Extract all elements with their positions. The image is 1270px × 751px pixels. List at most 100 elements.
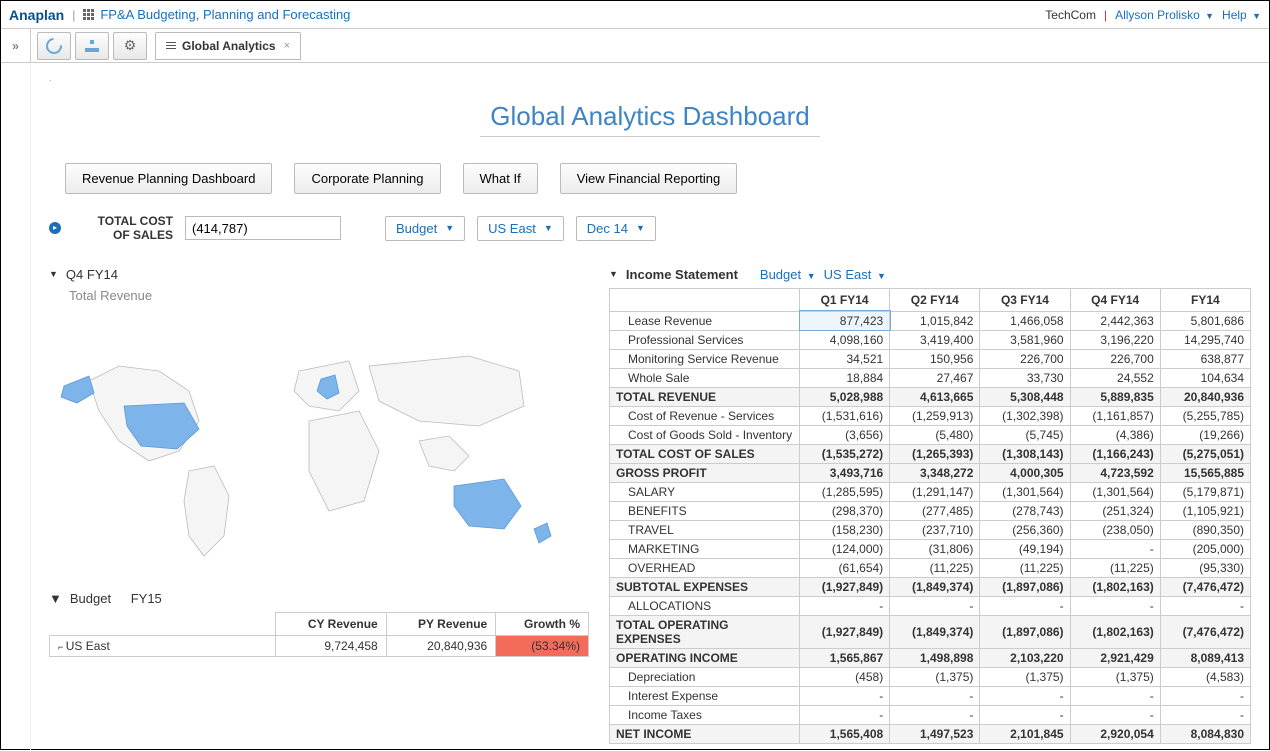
- world-map[interactable]: [49, 311, 589, 571]
- is-cell[interactable]: (158,230): [800, 520, 890, 539]
- is-cell[interactable]: (1,291,147): [890, 482, 980, 501]
- is-cell[interactable]: 2,103,220: [980, 648, 1070, 667]
- is-cell[interactable]: (1,927,849): [800, 615, 890, 648]
- is-cell[interactable]: 15,565,885: [1160, 463, 1250, 482]
- is-cell[interactable]: (7,476,472): [1160, 615, 1250, 648]
- is-cell[interactable]: (11,225): [1070, 558, 1160, 577]
- nav-what-if[interactable]: What If: [463, 163, 538, 194]
- is-cell[interactable]: (1,308,143): [980, 444, 1070, 463]
- is-cell[interactable]: (1,302,398): [980, 406, 1070, 425]
- is-cell[interactable]: 2,442,363: [1070, 311, 1160, 330]
- is-cell[interactable]: (95,330): [1160, 558, 1250, 577]
- is-cell[interactable]: (1,259,913): [890, 406, 980, 425]
- is-cell[interactable]: 2,921,429: [1070, 648, 1160, 667]
- is-row[interactable]: Depreciation(458)(1,375)(1,375)(1,375)(4…: [610, 667, 1251, 686]
- is-cell[interactable]: 638,877: [1160, 349, 1250, 368]
- is-cell[interactable]: 4,613,665: [890, 387, 980, 406]
- is-cell[interactable]: (11,225): [980, 558, 1070, 577]
- is-cell[interactable]: 226,700: [1070, 349, 1160, 368]
- is-cell[interactable]: 34,521: [800, 349, 890, 368]
- is-cell[interactable]: (7,476,472): [1160, 577, 1250, 596]
- is-row[interactable]: OPERATING INCOME1,565,8671,498,8982,103,…: [610, 648, 1251, 667]
- module-title[interactable]: FP&A Budgeting, Planning and Forecasting: [100, 7, 350, 22]
- is-dropdown-scenario[interactable]: Budget ▼: [760, 267, 816, 282]
- is-cell[interactable]: (1,802,163): [1070, 615, 1160, 648]
- is-cell[interactable]: (277,485): [890, 501, 980, 520]
- collapse-icon[interactable]: ▼: [49, 269, 58, 279]
- is-cell[interactable]: -: [1160, 596, 1250, 615]
- metric-value-input[interactable]: [185, 216, 341, 240]
- is-row[interactable]: SUBTOTAL EXPENSES(1,927,849)(1,849,374)(…: [610, 577, 1251, 596]
- is-cell[interactable]: (1,375): [1070, 667, 1160, 686]
- is-cell[interactable]: (1,166,243): [1070, 444, 1160, 463]
- is-cell[interactable]: 150,956: [890, 349, 980, 368]
- is-cell[interactable]: (19,266): [1160, 425, 1250, 444]
- is-cell[interactable]: (1,849,374): [890, 615, 980, 648]
- is-row[interactable]: TOTAL COST OF SALES(1,535,272)(1,265,393…: [610, 444, 1251, 463]
- refresh-button[interactable]: [37, 32, 71, 60]
- is-cell[interactable]: 3,419,400: [890, 330, 980, 349]
- is-cell[interactable]: -: [1160, 705, 1250, 724]
- is-cell[interactable]: 3,581,960: [980, 330, 1070, 349]
- is-row[interactable]: TOTAL REVENUE5,028,9884,613,6655,308,448…: [610, 387, 1251, 406]
- is-cell[interactable]: -: [1070, 539, 1160, 558]
- is-row[interactable]: NET INCOME1,565,4081,497,5232,101,8452,9…: [610, 724, 1251, 743]
- is-cell[interactable]: 20,840,936: [1160, 387, 1250, 406]
- is-cell[interactable]: 5,308,448: [980, 387, 1070, 406]
- is-cell[interactable]: (61,654): [800, 558, 890, 577]
- is-row[interactable]: Professional Services4,098,1603,419,4003…: [610, 330, 1251, 349]
- is-cell[interactable]: (237,710): [890, 520, 980, 539]
- is-cell[interactable]: 5,028,988: [800, 387, 890, 406]
- is-row[interactable]: Monitoring Service Revenue34,521150,9562…: [610, 349, 1251, 368]
- is-cell[interactable]: (49,194): [980, 539, 1070, 558]
- is-cell[interactable]: -: [1070, 705, 1160, 724]
- is-cell[interactable]: (458): [800, 667, 890, 686]
- is-row[interactable]: Cost of Revenue - Services(1,531,616)(1,…: [610, 406, 1251, 425]
- is-cell[interactable]: -: [890, 705, 980, 724]
- is-cell[interactable]: (1,802,163): [1070, 577, 1160, 596]
- is-cell[interactable]: (1,375): [980, 667, 1070, 686]
- is-row[interactable]: GROSS PROFIT3,493,7163,348,2724,000,3054…: [610, 463, 1251, 482]
- dropdown-region[interactable]: US East▼: [477, 216, 564, 241]
- is-cell[interactable]: 27,467: [890, 368, 980, 387]
- is-cell[interactable]: 2,101,845: [980, 724, 1070, 743]
- is-row[interactable]: MARKETING(124,000)(31,806)(49,194)-(205,…: [610, 539, 1251, 558]
- is-row[interactable]: Income Taxes-----: [610, 705, 1251, 724]
- is-cell[interactable]: -: [1160, 686, 1250, 705]
- dropdown-period[interactable]: Dec 14▼: [576, 216, 656, 241]
- is-row[interactable]: ALLOCATIONS-----: [610, 596, 1251, 615]
- is-cell[interactable]: 3,493,716: [800, 463, 890, 482]
- is-cell[interactable]: (238,050): [1070, 520, 1160, 539]
- is-cell[interactable]: -: [1070, 686, 1160, 705]
- is-cell[interactable]: 33,730: [980, 368, 1070, 387]
- is-cell[interactable]: -: [890, 686, 980, 705]
- nav-view-financial-reporting[interactable]: View Financial Reporting: [560, 163, 738, 194]
- is-cell[interactable]: (5,745): [980, 425, 1070, 444]
- is-cell[interactable]: 18,884: [800, 368, 890, 387]
- is-cell[interactable]: 8,084,830: [1160, 724, 1250, 743]
- is-cell[interactable]: (1,897,086): [980, 615, 1070, 648]
- is-cell[interactable]: (1,161,857): [1070, 406, 1160, 425]
- is-cell[interactable]: 24,552: [1070, 368, 1160, 387]
- help-menu[interactable]: Help ▼: [1222, 8, 1261, 22]
- is-cell[interactable]: 1,015,842: [890, 311, 980, 330]
- is-dropdown-region[interactable]: US East ▼: [824, 267, 886, 282]
- is-cell[interactable]: 1,565,408: [800, 724, 890, 743]
- is-row[interactable]: Cost of Goods Sold - Inventory(3,656)(5,…: [610, 425, 1251, 444]
- is-cell[interactable]: 1,497,523: [890, 724, 980, 743]
- is-cell[interactable]: (1,285,595): [800, 482, 890, 501]
- is-cell[interactable]: -: [980, 596, 1070, 615]
- apps-icon[interactable]: [83, 9, 94, 20]
- hierarchy-button[interactable]: [75, 32, 109, 60]
- is-cell[interactable]: (4,583): [1160, 667, 1250, 686]
- is-row[interactable]: Whole Sale18,88427,46733,73024,552104,63…: [610, 368, 1251, 387]
- is-cell[interactable]: 1,498,898: [890, 648, 980, 667]
- is-cell[interactable]: (278,743): [980, 501, 1070, 520]
- is-cell[interactable]: 4,723,592: [1070, 463, 1160, 482]
- is-cell[interactable]: 877,423: [800, 311, 890, 330]
- is-cell[interactable]: 1,466,058: [980, 311, 1070, 330]
- is-cell[interactable]: 104,634: [1160, 368, 1250, 387]
- user-menu[interactable]: Allyson Prolisko ▼: [1115, 8, 1214, 22]
- is-cell[interactable]: (1,849,374): [890, 577, 980, 596]
- nav-revenue-planning[interactable]: Revenue Planning Dashboard: [65, 163, 272, 194]
